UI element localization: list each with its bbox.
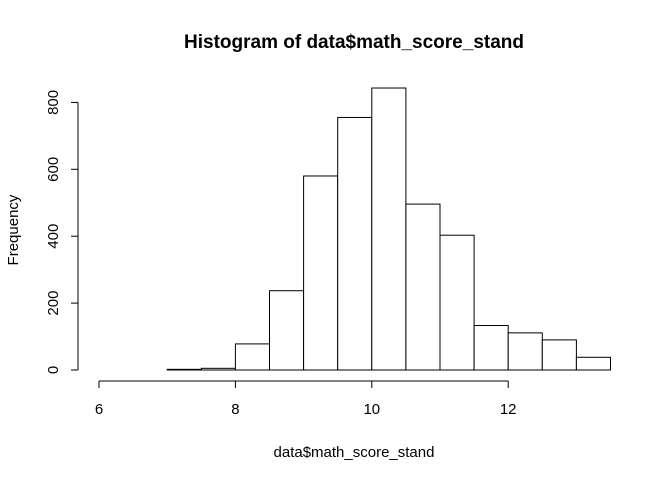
histogram-bar — [303, 175, 339, 371]
y-tick-label: 200 — [45, 291, 62, 316]
histogram-bars — [166, 87, 612, 371]
chart-title: Histogram of data$math_score_stand — [184, 32, 524, 53]
histogram-bar — [507, 332, 543, 371]
histogram-bar — [575, 356, 612, 371]
y-tick-label: 800 — [45, 90, 62, 115]
x-tick-label: 6 — [95, 401, 103, 418]
histogram-bar — [541, 339, 577, 371]
x-tick-label: 12 — [500, 401, 517, 418]
histogram-bar — [371, 87, 407, 371]
histogram-bar — [269, 290, 305, 371]
x-tick-label: 10 — [363, 401, 380, 418]
histogram-bar — [234, 343, 270, 371]
x-axis: 6 8 10 12 — [95, 380, 517, 418]
histogram-bar — [200, 367, 236, 371]
x-axis-label: data$math_score_stand — [274, 444, 435, 461]
x-tick-label: 8 — [231, 401, 239, 418]
y-axis-label: Frequency — [5, 194, 22, 265]
histogram-bar — [473, 325, 509, 371]
y-tick-label: 0 — [45, 366, 62, 374]
y-tick-label: 600 — [45, 157, 62, 182]
y-tick-label: 400 — [45, 224, 62, 249]
histogram-bar — [439, 234, 475, 371]
histogram-bar — [337, 116, 373, 371]
histogram-bar — [166, 368, 202, 371]
histogram-bar — [405, 203, 441, 371]
y-axis: 0 200 400 600 800 — [45, 90, 79, 374]
